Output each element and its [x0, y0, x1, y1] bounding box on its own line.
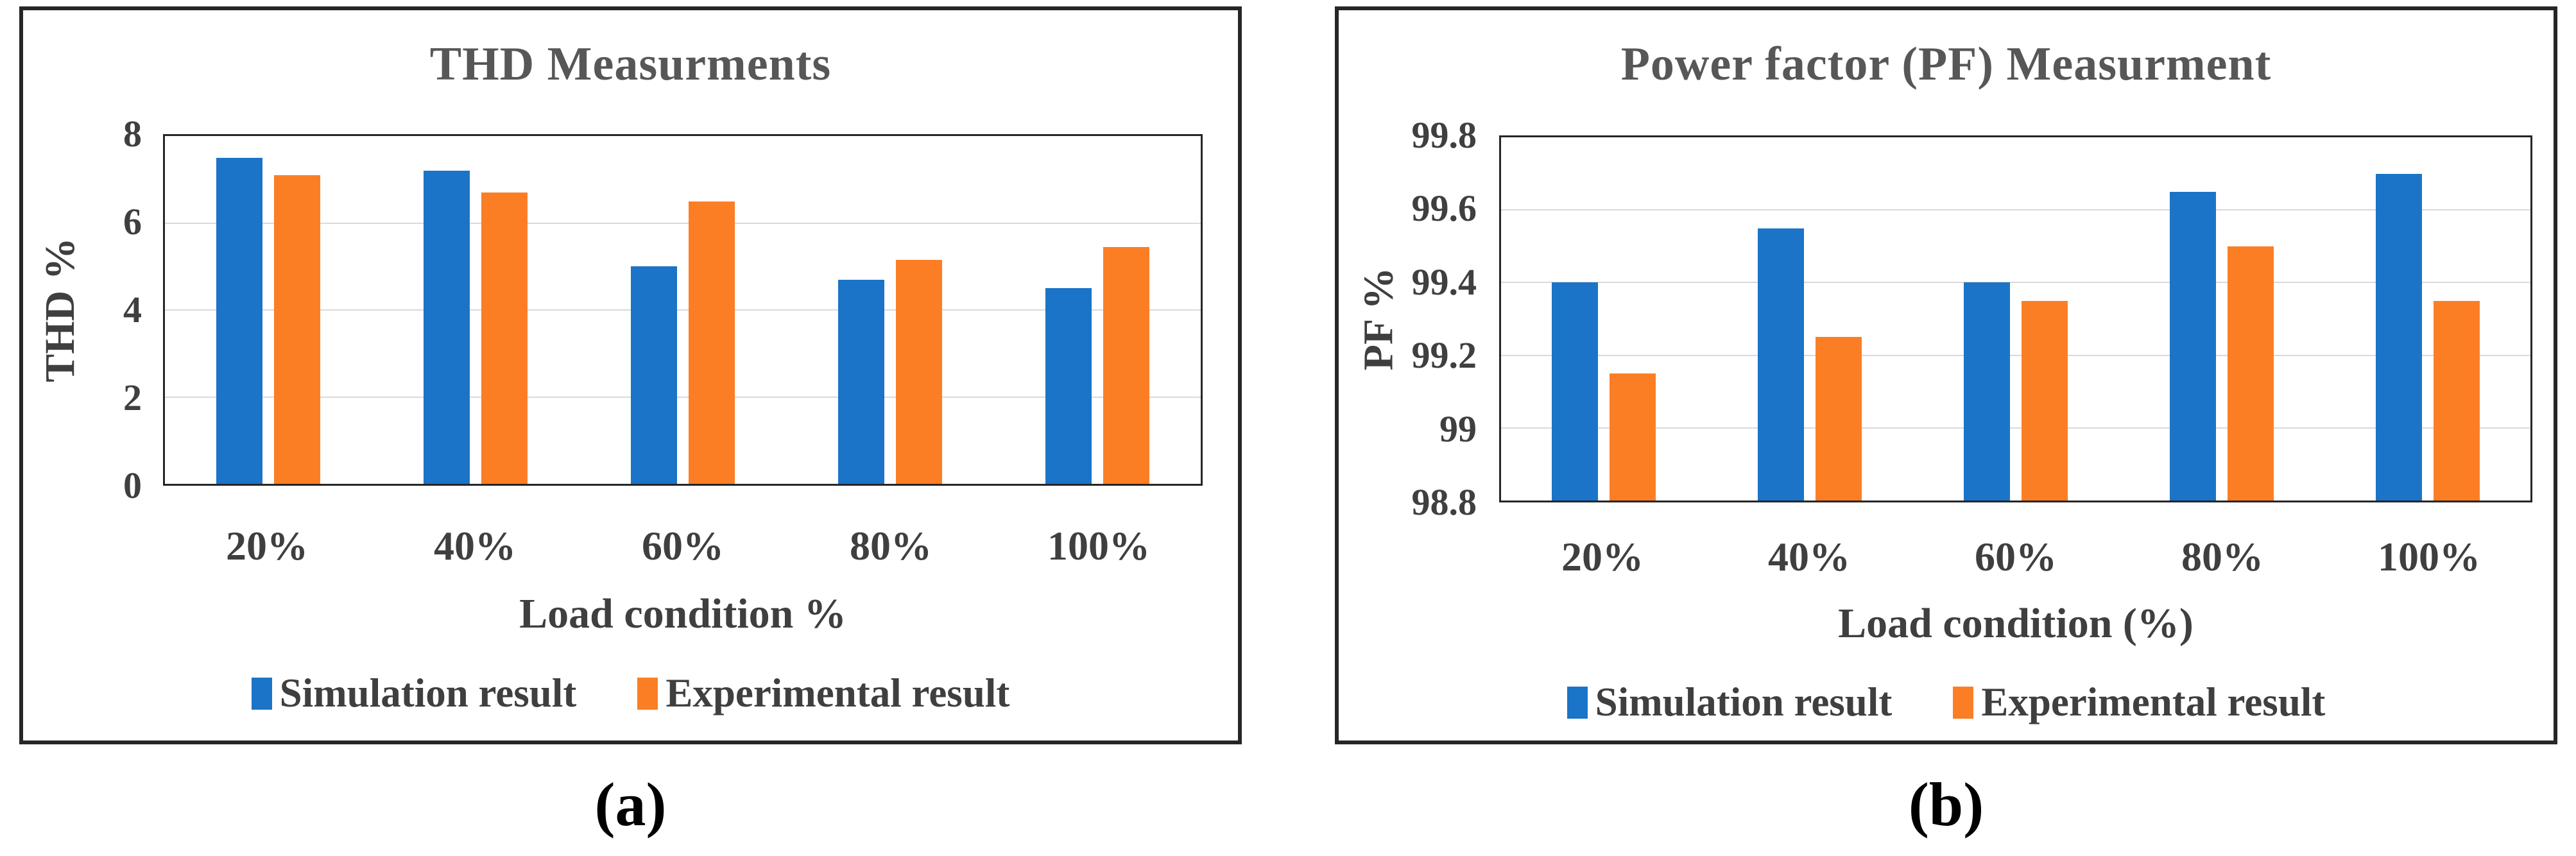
panel-caption-b: (b)	[1908, 770, 1984, 839]
legend-entry-simulation: Simulation result	[251, 670, 577, 717]
x-axis-tick-label: 60%	[1975, 534, 2057, 579]
bar-simulation-result	[1552, 282, 1599, 501]
x-axis-title: Load condition (%)	[1838, 600, 2194, 647]
chart-title: Power factor (PF) Measurment	[1620, 38, 2272, 90]
panel-caption-a: (a)	[594, 770, 667, 839]
x-axis-tick-label: 20%	[1561, 534, 1644, 579]
bar-experimental-result	[1816, 337, 1862, 501]
legend: Simulation result Experimental result	[23, 670, 1238, 717]
gridline	[1501, 282, 2530, 284]
bar-experimental-result	[2433, 300, 2480, 501]
y-axis-tick-label: 99.6	[1411, 187, 1477, 230]
figure-panel-b: Power factor (PF) Measurment PF % 98.8 99…	[1335, 6, 2557, 744]
legend-swatch-simulation	[251, 677, 272, 710]
bar-simulation-result	[2169, 191, 2216, 501]
bar-group	[1913, 137, 2119, 501]
legend-label-experimental: Experimental result	[665, 671, 1010, 715]
bar-simulation-result	[216, 157, 263, 484]
y-axis-tick-label: 99.8	[1411, 114, 1477, 156]
legend: Simulation result Experimental result	[1339, 679, 2554, 726]
chart-title: THD Measurments	[429, 38, 832, 90]
x-axis-tick-label: 80%	[2181, 534, 2263, 579]
x-axis-tick-label: 60%	[642, 523, 724, 569]
bar-simulation-result	[1758, 228, 1805, 501]
plot-area	[163, 134, 1203, 486]
gridline	[1501, 354, 2530, 356]
y-axis-tick-label: 2	[123, 377, 142, 418]
bar-experimental-result	[1103, 246, 1149, 484]
legend-label-experimental: Experimental result	[1981, 680, 2326, 724]
bar-simulation-result	[1045, 288, 1092, 484]
bar-group	[2324, 137, 2530, 501]
bar-group	[2118, 137, 2324, 501]
y-axis-tick-label: 98.8	[1411, 481, 1477, 523]
y-axis-tick-label: 6	[123, 201, 142, 243]
bar-experimental-result	[2021, 300, 2068, 501]
bar-experimental-result	[274, 175, 321, 484]
y-axis-tick-label: 0	[123, 465, 142, 506]
plot-area	[1499, 135, 2532, 502]
bar-group	[1501, 137, 1707, 501]
bar-simulation-result	[424, 171, 470, 484]
bar-simulation-result	[630, 266, 677, 484]
y-axis-tick-label: 4	[123, 289, 142, 330]
legend-entry-experimental: Experimental result	[637, 670, 1009, 717]
legend-entry-simulation: Simulation result	[1567, 679, 1893, 726]
y-axis-tick-labels: 0 2 4 6 8	[23, 116, 142, 504]
bar-simulation-result	[837, 279, 884, 484]
bar-simulation-result	[1963, 282, 2010, 501]
x-axis-tick-label: 100%	[2378, 534, 2480, 579]
x-axis-tick-label: 40%	[434, 523, 516, 569]
legend-swatch-simulation	[1567, 686, 1588, 719]
gridline	[165, 222, 1201, 224]
legend-label-simulation: Simulation result	[279, 671, 577, 715]
gridline	[1501, 209, 2530, 211]
legend-label-simulation: Simulation result	[1595, 680, 1893, 724]
bar-experimental-result	[688, 201, 735, 484]
legend-swatch-experimental	[1953, 686, 1974, 719]
gridline	[165, 309, 1201, 311]
bar-group	[993, 136, 1201, 484]
legend-entry-experimental: Experimental result	[1953, 679, 2325, 726]
x-axis-tick-label: 80%	[850, 523, 932, 569]
gridline	[1501, 427, 2530, 429]
bar-experimental-result	[895, 260, 942, 484]
x-axis-tick-labels: 20% 40% 60% 80% 100%	[163, 522, 1203, 570]
bar-group	[786, 136, 993, 484]
bar-experimental-result	[1610, 373, 1656, 501]
x-axis-title: Load condition %	[519, 590, 846, 637]
y-axis-tick-label: 99.4	[1411, 261, 1477, 303]
bar-simulation-result	[2375, 173, 2422, 501]
gridline	[165, 396, 1201, 398]
bar-experimental-result	[2227, 246, 2274, 501]
x-axis-tick-label: 100%	[1047, 523, 1150, 569]
x-axis-tick-label: 40%	[1768, 534, 1850, 579]
x-axis-tick-label: 20%	[226, 523, 308, 569]
y-axis-tick-label: 99.2	[1411, 334, 1477, 377]
bar-group	[372, 136, 580, 484]
legend-swatch-experimental	[637, 677, 658, 710]
y-axis-tick-labels: 98.8 99 99.2 99.4 99.6 99.8	[1339, 117, 1477, 521]
x-axis-tick-labels: 20% 40% 60% 80% 100%	[1499, 533, 2532, 581]
bar-group	[1707, 137, 1913, 501]
y-axis-tick-label: 8	[123, 113, 142, 155]
bar-experimental-result	[481, 193, 528, 484]
bar-group	[580, 136, 787, 484]
bar-group	[165, 136, 372, 484]
y-axis-tick-label: 99	[1439, 407, 1477, 450]
